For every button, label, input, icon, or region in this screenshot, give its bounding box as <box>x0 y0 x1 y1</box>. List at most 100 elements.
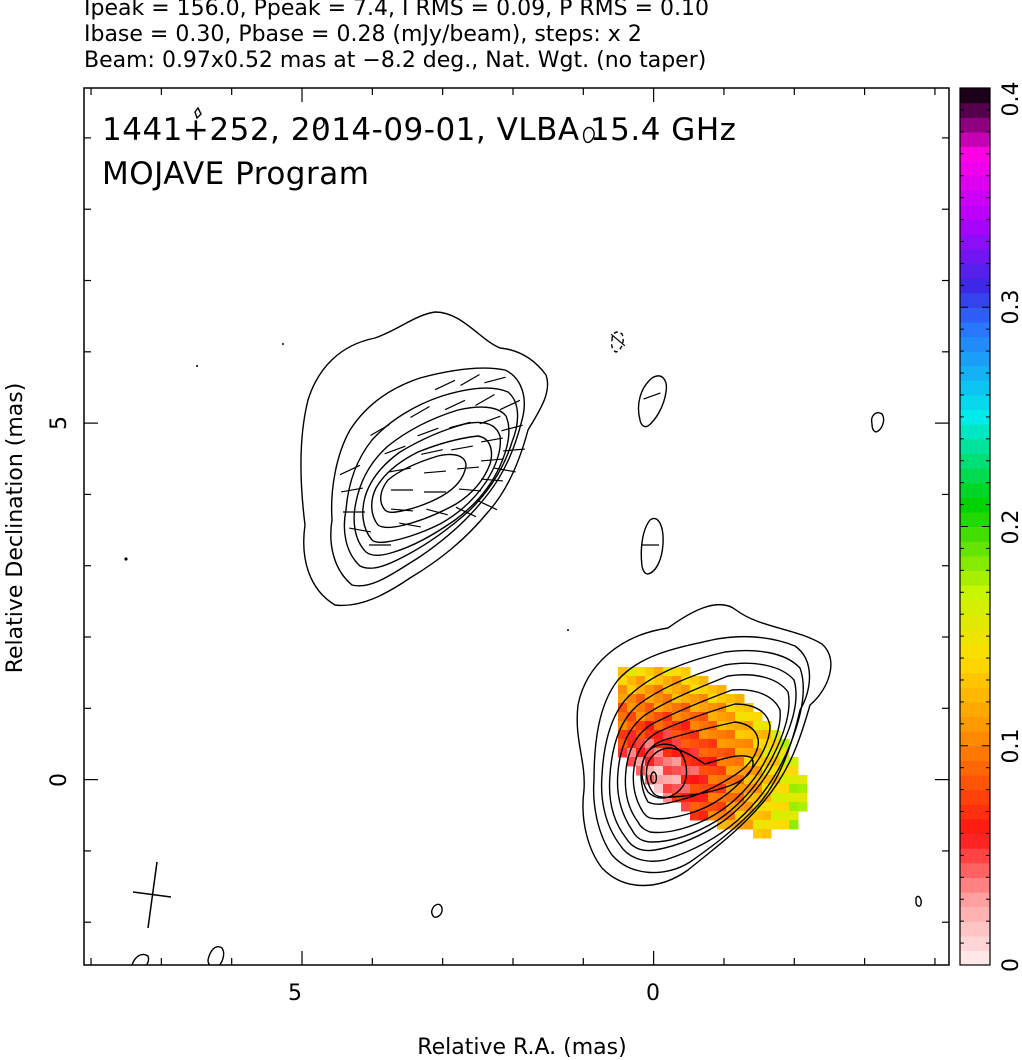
polarization-pixel <box>654 667 664 677</box>
contour-blob <box>870 412 885 433</box>
polarization-pixel <box>681 667 691 677</box>
polarization-vector <box>458 488 482 492</box>
polarization-pixel <box>663 703 673 713</box>
polarization-pixel <box>663 775 673 785</box>
polarization-pixel <box>717 739 727 749</box>
polarization-pixel <box>636 685 646 695</box>
x-axis-label: Relative R.A. (mas) <box>417 1035 626 1060</box>
polarization-vector <box>339 464 361 476</box>
polarization-pixel <box>627 748 637 758</box>
polarization-pixel <box>744 802 754 812</box>
core-contour <box>632 703 771 820</box>
polarization-pixel <box>654 784 664 794</box>
contour-blob <box>915 895 922 907</box>
core-contour <box>616 674 790 843</box>
polarization-vector <box>460 373 480 387</box>
polarization-pixel <box>780 784 790 794</box>
polarization-pixel <box>717 811 727 821</box>
polarization-pixel <box>645 739 655 749</box>
colorbar-swatch <box>960 336 990 352</box>
colorbar-swatch <box>960 716 990 732</box>
polarization-pixel <box>672 703 682 713</box>
polarization-pixel <box>753 802 763 812</box>
colorbar-swatch <box>960 906 990 922</box>
colorbar-swatch <box>960 409 990 425</box>
jet-contour <box>353 406 510 557</box>
polarization-pixel <box>672 757 682 767</box>
polarization-pixel <box>663 730 673 740</box>
colorbar-swatch <box>960 438 990 455</box>
y-tick-label: 0 <box>47 773 72 787</box>
colorbar-swatch <box>960 219 990 235</box>
polarization-vector <box>421 449 443 455</box>
colorbar-swatch <box>960 292 990 308</box>
contour-blob <box>131 953 150 965</box>
polarization-pixel <box>717 820 727 830</box>
polarization-pixel <box>798 802 808 812</box>
polarization-pixel <box>645 685 655 695</box>
polarization-vector <box>480 478 504 482</box>
polarization-pixel <box>618 730 628 740</box>
jet-contour <box>371 435 493 529</box>
colorbar-swatch <box>960 424 990 440</box>
polarization-pixel <box>753 784 763 794</box>
polarization-pixel <box>663 757 673 767</box>
polarization-vector <box>501 424 523 432</box>
fractional-polarization-pixels <box>618 667 808 839</box>
colorbar-swatch <box>960 117 990 133</box>
polarization-vector <box>384 445 406 455</box>
polarization-vector <box>423 470 447 474</box>
polarization-pixel <box>663 676 673 686</box>
colorbar-swatch <box>960 351 990 367</box>
polarization-pixel <box>672 694 682 704</box>
polarization-pixel <box>636 694 646 704</box>
polarization-pixel <box>744 703 754 713</box>
polarization-pixel <box>672 793 682 803</box>
polarization-pixel <box>744 784 754 794</box>
polarization-pixel <box>762 802 772 812</box>
colorbar-swatch <box>960 628 990 645</box>
colorbar-swatch <box>960 161 990 177</box>
polarization-pixel <box>771 739 781 749</box>
polarization-pixel <box>618 667 628 677</box>
polarization-pixel <box>735 811 745 821</box>
polarization-pixel <box>699 748 709 758</box>
colorbar-swatch <box>960 526 990 542</box>
colorbar-swatch <box>960 555 990 571</box>
polarization-pixel <box>681 676 691 686</box>
colorbar-swatch <box>960 468 990 484</box>
polarization-pixel <box>690 739 700 749</box>
polarization-pixel <box>762 820 772 830</box>
colorbar-swatch <box>960 131 990 148</box>
polarization-pixel <box>708 685 718 695</box>
polarization-pixel <box>636 667 646 677</box>
polarization-pixel <box>753 721 763 731</box>
polarization-pixel <box>726 793 736 803</box>
polarization-pixel <box>735 703 745 713</box>
polarization-pixel <box>708 775 718 785</box>
polarization-pixel <box>627 685 637 695</box>
polarization-pixel <box>789 820 799 830</box>
polarization-pixel <box>789 757 799 767</box>
colorbar-swatch <box>960 935 990 951</box>
polarization-pixel <box>708 784 718 794</box>
polarization-vector <box>449 421 471 429</box>
colorbar-swatch <box>960 745 990 761</box>
polarization-pixel <box>753 730 763 740</box>
polarization-pixel <box>672 685 682 695</box>
polarization-pixel <box>654 694 664 704</box>
polarization-pixel <box>762 721 772 731</box>
polarization-pixel <box>744 757 754 767</box>
colorbar-swatch <box>960 818 990 835</box>
polarization-pixel <box>627 721 637 731</box>
polarization-vector <box>502 448 526 452</box>
polarization-pixel <box>753 775 763 785</box>
polarization-pixel <box>708 748 718 758</box>
colorbar-swatch <box>960 833 990 849</box>
y-axis-label: Relative Declination (mas) <box>3 383 28 674</box>
y-tick-label: 5 <box>47 416 72 430</box>
polarization-pixel <box>618 685 628 695</box>
colorbar-swatch <box>960 891 990 908</box>
colorbar-swatch <box>960 365 990 381</box>
polarization-pixel <box>762 730 772 740</box>
